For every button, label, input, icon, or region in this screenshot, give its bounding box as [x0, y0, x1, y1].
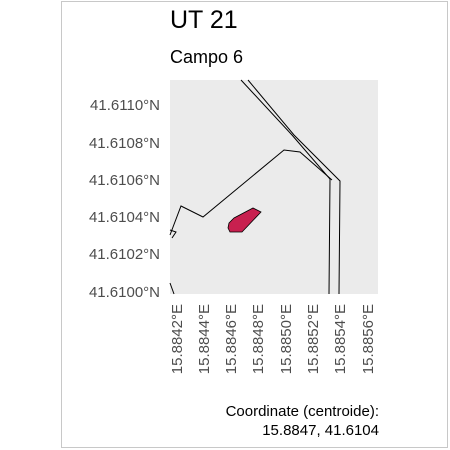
lon-tick-label: 15.8850°E — [278, 304, 295, 374]
lon-tick-label: 15.8852°E — [305, 304, 322, 374]
road-line-north — [240, 79, 331, 295]
field-boundary — [169, 149, 333, 236]
lat-tick-label: 41.6100°N — [89, 284, 160, 301]
road-line-east — [247, 79, 341, 295]
lat-tick-label: 41.6104°N — [89, 209, 160, 226]
lon-tick-label: 15.8856°E — [360, 304, 377, 374]
map-panel — [170, 80, 378, 294]
lon-tick-label: 15.8846°E — [223, 304, 240, 374]
map-title: UT 21 — [170, 6, 238, 34]
lon-tick-label: 15.8854°E — [332, 304, 349, 374]
lon-tick-label: 15.8848°E — [250, 304, 267, 374]
lat-tick-label: 41.6110°N — [90, 97, 160, 114]
lat-tick-label: 41.6102°N — [89, 246, 160, 263]
centroid-caption-value: 15.8847, 41.6104 — [262, 422, 379, 439]
longitude-axis: 15.8842°E 15.8844°E 15.8846°E 15.8848°E … — [169, 304, 377, 374]
lon-tick-label: 15.8844°E — [196, 304, 213, 374]
edge-stub-bottom — [169, 282, 175, 295]
parcel-polygon — [227, 207, 262, 233]
lat-tick-label: 41.6106°N — [89, 172, 160, 189]
road-lines — [169, 79, 341, 295]
lat-tick-label: 41.6108°N — [89, 135, 160, 152]
lon-tick-label: 15.8842°E — [169, 304, 186, 374]
edge-stub-left — [169, 229, 177, 239]
latitude-axis: 41.6110°N 41.6108°N 41.6106°N 41.6104°N … — [89, 97, 160, 301]
map-subtitle: Campo 6 — [170, 47, 244, 67]
centroid-caption-label: Coordinate (centroide): — [225, 403, 379, 420]
centroid-caption: Coordinate (centroide): 15.8847, 41.6104 — [226, 402, 379, 440]
